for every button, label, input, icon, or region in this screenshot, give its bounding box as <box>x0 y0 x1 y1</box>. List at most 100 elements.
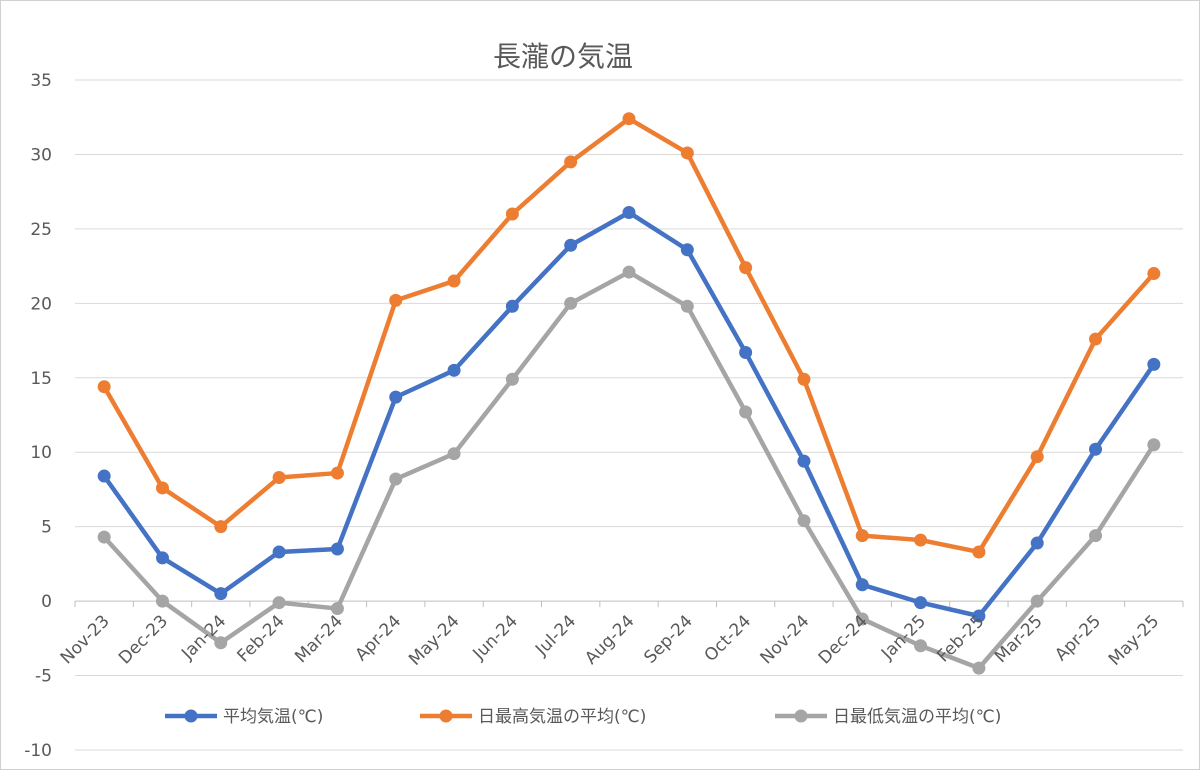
legend-label: 日最高気温の平均(℃) <box>478 707 646 727</box>
data-point <box>214 587 228 601</box>
data-point <box>1147 357 1161 371</box>
data-point <box>330 542 344 556</box>
data-point <box>972 609 986 623</box>
y-axis-tick-labels: -10 -5 0 5 10 15 20 25 30 35 <box>24 71 52 761</box>
legend-label: 日最低気温の平均(℃) <box>833 707 1001 727</box>
data-point <box>797 514 811 528</box>
data-point <box>739 345 753 359</box>
x-tick-label: Oct-24 <box>701 611 756 666</box>
data-point <box>447 447 461 461</box>
data-point <box>272 471 286 485</box>
data-point <box>389 293 403 307</box>
legend-marker <box>184 709 198 723</box>
data-point <box>914 533 928 547</box>
data-point <box>564 155 578 169</box>
y-tick-label: 0 <box>41 592 52 612</box>
legend: 平均気温(℃) 日最高気温の平均(℃) 日最低気温の平均(℃) <box>165 707 1001 727</box>
x-tick-label: Apr-25 <box>1051 611 1105 665</box>
series-line <box>101 269 1157 671</box>
data-point <box>1089 529 1103 543</box>
data-point <box>797 372 811 386</box>
data-point <box>505 372 519 386</box>
data-point <box>155 594 169 608</box>
data-point <box>389 390 403 404</box>
data-point <box>97 380 111 394</box>
x-tick-label: Jan-25 <box>877 611 930 664</box>
data-point <box>1147 438 1161 452</box>
data-point <box>272 545 286 559</box>
gridlines <box>75 79 1183 751</box>
data-point <box>272 596 286 610</box>
legend-marker <box>794 709 808 723</box>
data-point <box>155 481 169 495</box>
data-point <box>622 112 636 126</box>
x-tick-label: Feb-24 <box>234 611 289 666</box>
data-point <box>389 472 403 486</box>
x-tick-label: Dec-23 <box>115 611 172 668</box>
x-tick-label: Feb-25 <box>933 611 988 666</box>
data-point <box>797 454 811 468</box>
data-point <box>680 299 694 313</box>
y-tick-label: 5 <box>41 518 52 538</box>
x-tick-label: Jul-24 <box>531 611 580 660</box>
data-point <box>855 529 869 543</box>
data-point <box>855 612 869 626</box>
x-tick-label: May-24 <box>405 611 463 669</box>
x-tick-label: Sep-24 <box>640 611 696 667</box>
data-point <box>622 206 636 220</box>
x-tick-label: Jun-24 <box>469 611 522 664</box>
y-tick-label: -10 <box>24 741 52 761</box>
x-axis <box>74 600 1184 608</box>
data-point <box>1030 536 1044 550</box>
series-group <box>97 206 1161 623</box>
data-point <box>739 261 753 275</box>
data-point <box>97 530 111 544</box>
data-point <box>1030 594 1044 608</box>
data-point <box>622 265 636 279</box>
x-tick-label: Nov-23 <box>57 611 114 668</box>
data-point <box>214 520 228 534</box>
data-point <box>447 274 461 288</box>
chart-title: 長瀧の気温 <box>493 40 633 73</box>
legend-item: 日最高気温の平均(℃) <box>420 707 646 727</box>
x-tick-label: Aug-24 <box>581 611 638 668</box>
series-group <box>97 112 1161 559</box>
data-point <box>680 243 694 257</box>
data-point <box>447 363 461 377</box>
data-point <box>1147 267 1161 281</box>
y-tick-label: 20 <box>30 294 52 314</box>
y-tick-label: 35 <box>30 71 52 91</box>
y-tick-label: 25 <box>30 220 52 240</box>
data-point <box>330 602 344 616</box>
data-point <box>505 299 519 313</box>
data-point <box>564 238 578 252</box>
x-tick-label: May-25 <box>1105 611 1163 669</box>
data-point <box>739 405 753 419</box>
series-line <box>101 116 1157 555</box>
data-point <box>155 551 169 565</box>
x-tick-label: Mar-24 <box>291 611 347 667</box>
legend-item: 平均気温(℃) <box>165 707 323 727</box>
data-point <box>914 596 928 610</box>
data-point <box>972 545 986 559</box>
y-tick-label: 10 <box>30 443 52 463</box>
data-point <box>1089 332 1103 346</box>
y-tick-label: 30 <box>30 145 52 165</box>
data-point <box>330 466 344 480</box>
data-point <box>505 207 519 221</box>
legend-label: 平均気温(℃) <box>223 707 323 727</box>
data-point <box>680 146 694 160</box>
data-point <box>1089 442 1103 456</box>
data-point <box>564 296 578 310</box>
x-tick-label: Apr-24 <box>351 611 405 665</box>
y-tick-label: 15 <box>30 369 52 389</box>
data-point <box>972 661 986 675</box>
data-point <box>97 469 111 483</box>
data-point <box>914 639 928 653</box>
data-point <box>214 636 228 650</box>
legend-marker <box>439 709 453 723</box>
data-point <box>855 578 869 592</box>
data-point <box>1030 450 1044 464</box>
x-tick-label: Dec-24 <box>815 611 872 668</box>
